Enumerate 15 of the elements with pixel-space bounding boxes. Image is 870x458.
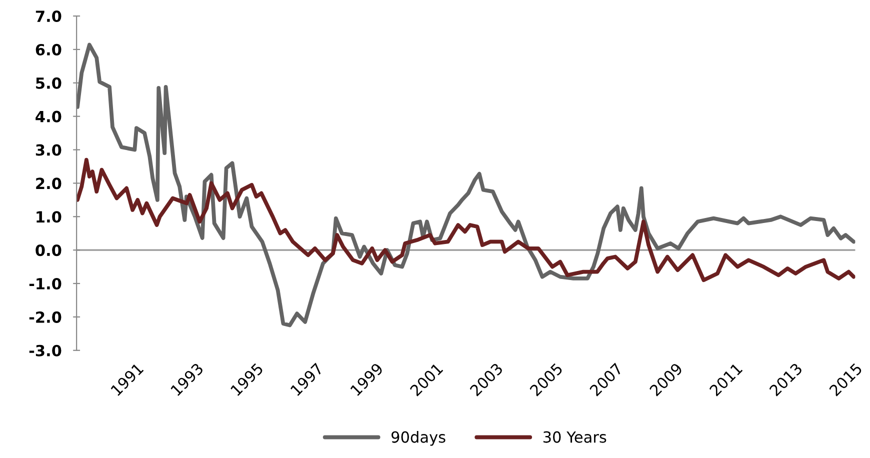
y-tick-label: -3.0 [29,344,62,356]
y-tick-label: 2.0 [36,178,62,190]
legend-label: 90days [392,430,446,446]
y-tick-label: 1.0 [36,211,62,223]
y-tick-label: 5.0 [36,77,62,89]
line-series [76,42,856,328]
y-tick-label: 0.0 [36,244,62,256]
legend-label: 30 Years [543,431,606,443]
line-series [76,158,856,282]
y-tick-label: 7.0 [36,10,62,22]
y-tick-label: 4.0 [36,110,62,122]
y-tick-label: -2.0 [29,311,62,323]
y-tick-label: 6.0 [36,44,62,56]
y-tick-label: 3.0 [36,144,62,156]
y-tick-label: -1.0 [29,278,62,290]
